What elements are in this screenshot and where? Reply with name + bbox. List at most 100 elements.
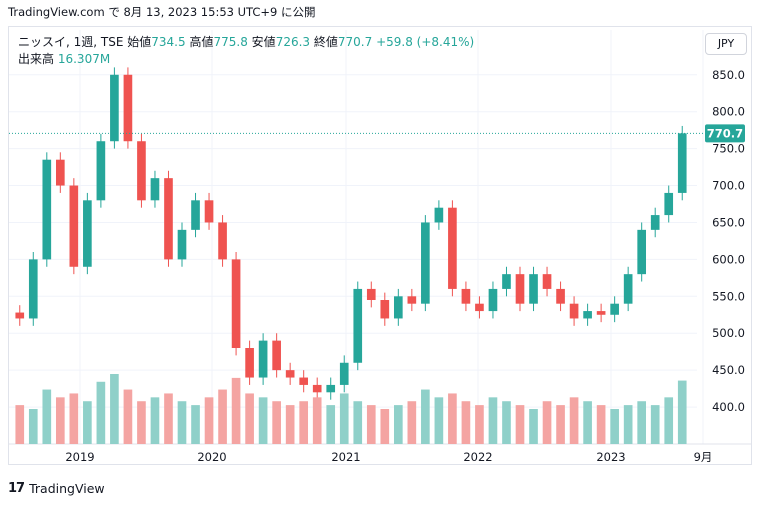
- volume-bar: [569, 397, 579, 444]
- volume-bar: [380, 409, 390, 444]
- candle-body: [285, 370, 295, 378]
- volume-bar: [204, 397, 214, 444]
- volume-bar: [231, 377, 241, 444]
- volume-bar: [272, 401, 281, 444]
- candle-body: [177, 229, 187, 260]
- volume-bar: [15, 405, 25, 444]
- candle-body: [583, 311, 592, 319]
- candle-body: [258, 340, 268, 378]
- volume-bar: [353, 401, 363, 444]
- volume-bar: [529, 409, 538, 444]
- footer-brand: 17 TradingView: [8, 481, 105, 496]
- chart-frame: [8, 26, 752, 465]
- volume-bar: [299, 401, 309, 444]
- y-tick-label: 500.0: [712, 326, 745, 340]
- last-price-tag: [705, 124, 745, 143]
- y-tick-label: 750.0: [712, 142, 745, 156]
- candle-body: [502, 274, 511, 289]
- candle-body: [150, 178, 160, 201]
- candle-body: [434, 207, 444, 223]
- volume-label: 出来高: [18, 52, 55, 66]
- candle-body: [299, 377, 309, 385]
- site-name[interactable]: TradingView.com: [8, 5, 105, 19]
- volume-bar: [502, 401, 511, 444]
- candle-body: [664, 192, 674, 216]
- open-value: 734.5: [151, 35, 186, 49]
- volume-bar: [69, 393, 79, 444]
- y-tick-label: 650.0: [712, 215, 745, 229]
- candle-body: [15, 312, 25, 319]
- y-tick-label: 450.0: [712, 363, 745, 377]
- candle-body: [407, 296, 417, 304]
- sep-text: で: [108, 5, 120, 19]
- volume-bar: [556, 405, 565, 444]
- candle-body: [488, 288, 498, 312]
- volume-bar: [177, 401, 187, 444]
- volume-bar: [137, 401, 146, 444]
- candle-body: [353, 288, 363, 363]
- last-price-label: 770.7: [707, 126, 743, 140]
- candle-body: [610, 303, 619, 315]
- candle-body: [569, 303, 579, 319]
- brand-name[interactable]: TradingView: [29, 481, 105, 496]
- volume-bar: [596, 405, 606, 444]
- candle-body: [83, 200, 92, 267]
- candle-body: [650, 215, 660, 230]
- candle-body: [42, 159, 52, 260]
- candle-body: [339, 362, 349, 385]
- candle-body: [421, 222, 430, 304]
- y-tick-label: 700.0: [712, 179, 745, 193]
- candle-body: [448, 207, 457, 289]
- high-label: 高値: [189, 35, 214, 49]
- candle-body: [218, 222, 227, 260]
- volume-bar: [28, 409, 38, 444]
- tradingview-logo-icon[interactable]: 17: [8, 481, 25, 496]
- volume-bar: [664, 397, 674, 444]
- candle-body: [123, 74, 133, 142]
- volume-bar: [366, 405, 376, 444]
- candle-body: [96, 141, 106, 201]
- y-tick-label: 800.0: [712, 105, 745, 119]
- candle-body: [556, 288, 565, 304]
- volume-value: 16.307M: [57, 52, 111, 66]
- candle-body: [623, 274, 633, 304]
- y-tick-label: 850.0: [712, 68, 745, 82]
- candle-body: [231, 259, 241, 348]
- volume-bar: [96, 381, 106, 444]
- candle-body: [137, 141, 146, 201]
- volume-bar: [461, 401, 471, 444]
- x-tick-label: 2023: [596, 450, 625, 464]
- volume-bar: [218, 389, 227, 444]
- candle-body: [191, 200, 200, 230]
- volume-bar: [123, 389, 133, 444]
- low-value: 726.3: [275, 35, 311, 49]
- candle-body: [164, 178, 173, 260]
- candle-body: [69, 185, 79, 267]
- volume-bar: [488, 397, 498, 444]
- volume-bar: [542, 401, 552, 444]
- candle-body: [245, 348, 254, 378]
- low-label: 安値: [251, 35, 276, 49]
- candle-body: [529, 274, 538, 304]
- volume-bar: [434, 397, 444, 444]
- volume-bar: [583, 401, 592, 444]
- candle-body: [326, 384, 336, 393]
- volume-bar: [650, 405, 660, 444]
- volume-bar: [326, 405, 336, 444]
- volume-bar: [245, 393, 254, 444]
- x-tick-label: 2019: [65, 450, 94, 464]
- candle-body: [366, 288, 376, 300]
- candle-body: [55, 159, 65, 186]
- candle-body: [637, 229, 647, 275]
- currency-button[interactable]: JPY: [705, 33, 747, 55]
- volume-bar: [637, 401, 647, 444]
- volume-bar: [110, 374, 119, 444]
- publish-suffix: に公開: [281, 5, 316, 19]
- change-value: +59.8 (+8.41%): [376, 35, 475, 49]
- volume-bar: [677, 380, 687, 444]
- x-tick-label: 2021: [331, 450, 360, 464]
- candle-body: [542, 274, 552, 289]
- symbol-label[interactable]: ニッスイ, 1週, TSE: [18, 35, 124, 49]
- volume-bar: [623, 405, 633, 444]
